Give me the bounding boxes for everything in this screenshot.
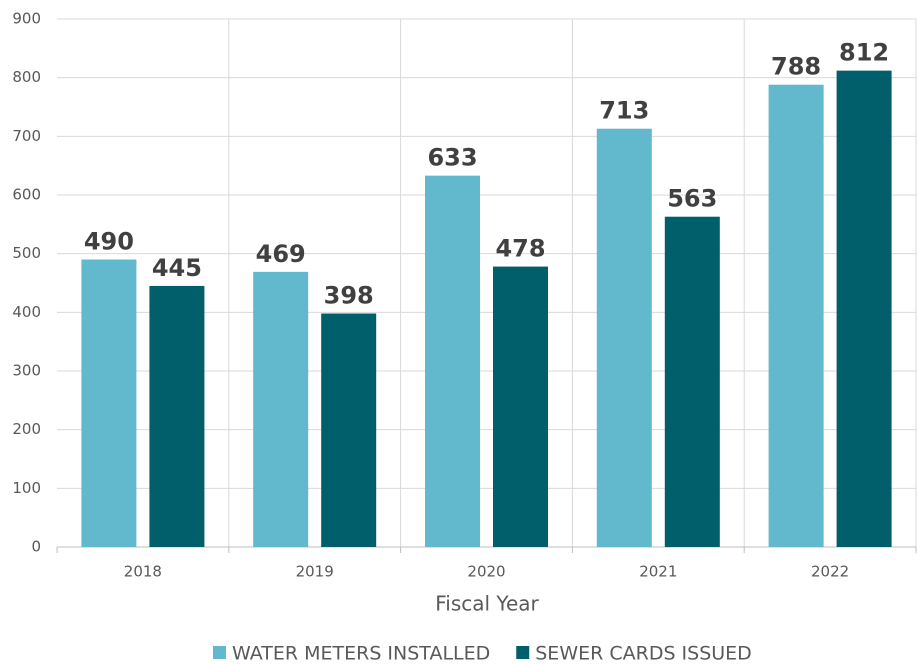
legend-swatch (516, 646, 530, 659)
data-label: 398 (324, 282, 374, 310)
x-tick-label: 2019 (296, 563, 334, 581)
bar (836, 70, 892, 548)
x-tick-label: 2020 (467, 563, 505, 581)
y-tick-label: 900 (12, 10, 41, 28)
legend-label: WATER METERS INSTALLED (232, 643, 490, 664)
bar (768, 84, 824, 547)
bar (149, 285, 205, 547)
bar (253, 271, 309, 547)
data-label: 469 (256, 240, 306, 268)
bar (321, 313, 377, 547)
legend-swatch (213, 646, 226, 659)
x-tick-label: 2018 (124, 563, 162, 581)
legend-label: SEWER CARDS ISSUED (535, 643, 752, 664)
bar (81, 259, 137, 547)
y-tick-label: 200 (12, 420, 41, 438)
y-tick-label: 100 (12, 479, 41, 497)
data-label: 445 (152, 254, 202, 282)
x-tick-label: 2021 (639, 563, 677, 581)
y-tick-label: 400 (12, 303, 41, 321)
x-axis-title: Fiscal Year (435, 592, 539, 616)
y-tick-label: 800 (12, 68, 41, 86)
y-tick-label: 600 (12, 186, 41, 204)
data-label: 490 (84, 228, 134, 256)
bar (493, 266, 548, 547)
data-label: 812 (839, 39, 889, 67)
y-tick-label: 0 (31, 538, 41, 556)
bar (425, 175, 480, 547)
y-tick-label: 700 (12, 127, 41, 145)
bar (664, 216, 720, 547)
data-label: 713 (599, 97, 649, 125)
y-tick-label: 300 (12, 362, 41, 380)
data-label: 788 (771, 53, 821, 81)
data-label: 478 (495, 235, 545, 263)
data-label: 633 (427, 144, 477, 172)
y-tick-label: 500 (12, 244, 41, 262)
bar (596, 128, 652, 547)
data-label: 563 (667, 185, 717, 213)
x-tick-label: 2022 (811, 563, 849, 581)
